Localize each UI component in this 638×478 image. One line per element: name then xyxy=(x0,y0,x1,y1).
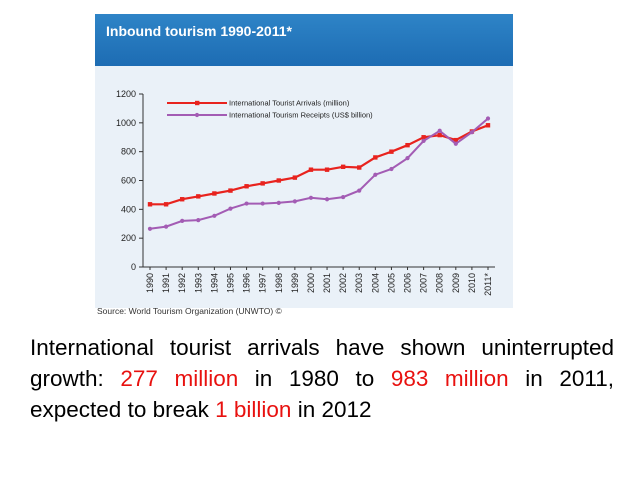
y-tick-label: 600 xyxy=(121,176,136,186)
arrivals-point xyxy=(421,135,426,140)
receipts-point xyxy=(485,116,491,121)
x-tick-label: 2005 xyxy=(386,273,396,293)
receipts-point xyxy=(308,195,314,200)
x-tick-label: 2000 xyxy=(306,273,316,293)
receipts-point xyxy=(389,166,394,172)
x-tick-label: 2004 xyxy=(370,273,380,293)
receipts-point xyxy=(421,138,426,143)
x-tick-label: 1993 xyxy=(193,273,203,293)
receipts-point xyxy=(212,213,217,218)
caption-part-4: in 2012 xyxy=(291,397,372,422)
x-tick-label: 2002 xyxy=(338,273,348,293)
arrivals-point xyxy=(357,165,362,170)
receipts-point xyxy=(244,201,249,206)
receipts-point xyxy=(147,226,153,231)
y-tick-label: 800 xyxy=(121,147,136,157)
arrivals-point xyxy=(196,194,201,199)
caption-part-3: in 2011, expected to break xyxy=(30,366,614,422)
x-tick-label: 2007 xyxy=(419,273,429,293)
receipts-point xyxy=(357,188,362,193)
arrivals-point xyxy=(163,202,169,207)
receipts-point xyxy=(437,128,442,133)
legend-marker xyxy=(195,100,200,106)
arrivals-point xyxy=(308,167,314,172)
y-tick-label: 0 xyxy=(131,262,136,272)
legend-label-arrivals: International Tourist Arrivals (million) xyxy=(229,99,350,108)
arrivals-point xyxy=(179,197,185,202)
arrivals-point xyxy=(324,167,330,172)
receipts-point xyxy=(341,194,346,200)
receipts-point xyxy=(453,141,458,146)
receipts-point xyxy=(228,206,233,211)
chart-title: Inbound tourism 1990-2011* xyxy=(106,23,292,39)
source-note: Source: World Tourism Organization (UNWT… xyxy=(97,306,282,316)
highlight-277-million: 277 million xyxy=(120,366,239,391)
x-tick-label: 2011* xyxy=(483,273,493,296)
receipts-point xyxy=(292,199,297,204)
receipts-point xyxy=(163,224,169,229)
x-tick-label: 2003 xyxy=(354,273,364,293)
caption-part-1: International tourist arrivals have show… xyxy=(30,335,614,391)
arrivals-point xyxy=(276,178,281,183)
x-tick-label: 1996 xyxy=(242,273,252,293)
series-line-arrivals xyxy=(150,124,489,206)
x-tick-label: 1994 xyxy=(209,273,219,293)
receipts-point xyxy=(373,172,378,177)
arrivals-point xyxy=(373,155,378,160)
x-tick-label: 2009 xyxy=(451,273,461,293)
arrivals-point xyxy=(147,202,153,207)
x-tick-label: 1991 xyxy=(161,273,171,293)
receipts-point xyxy=(276,200,281,205)
y-tick-label: 400 xyxy=(121,204,136,214)
x-tick-label: 2001 xyxy=(322,273,332,293)
arrivals-point xyxy=(340,164,346,170)
y-tick-label: 200 xyxy=(121,233,136,243)
arrivals-point xyxy=(405,142,410,148)
x-tick-label: 1990 xyxy=(145,273,155,293)
y-tick-label: 1000 xyxy=(116,118,136,128)
receipts-point xyxy=(260,201,265,206)
arrivals-point xyxy=(212,191,217,196)
highlight-983-million: 983 million xyxy=(390,366,509,391)
arrivals-point xyxy=(485,123,491,128)
receipts-point xyxy=(324,197,330,202)
x-tick-label: 2010 xyxy=(467,273,477,293)
arrivals-point xyxy=(244,184,249,189)
arrivals-point xyxy=(260,181,265,186)
receipts-point xyxy=(180,218,185,223)
caption-part-2: in 1980 to xyxy=(238,366,391,391)
arrivals-point xyxy=(437,132,442,138)
receipts-point xyxy=(196,218,201,223)
legend-label-receipts: International Tourism Receipts (US$ bill… xyxy=(229,111,373,120)
x-tick-label: 1992 xyxy=(177,273,187,293)
receipts-point xyxy=(469,130,475,135)
arrivals-point xyxy=(389,149,394,154)
x-tick-label: 1999 xyxy=(290,273,300,293)
arrivals-point xyxy=(228,188,233,193)
legend-marker xyxy=(194,112,200,118)
receipts-point xyxy=(405,156,410,161)
arrivals-point xyxy=(292,175,298,180)
caption-text: International tourist arrivals have show… xyxy=(30,332,614,425)
y-tick-label: 1200 xyxy=(116,89,136,99)
chart-figure: Inbound tourism 1990-2011* 0 200 400 600 800… xyxy=(95,14,513,319)
arrivals-point xyxy=(453,137,459,143)
highlight-1-billion: 1 billion xyxy=(215,397,292,422)
x-tick-label: 1997 xyxy=(258,273,268,293)
x-tick-label: 2006 xyxy=(403,273,413,293)
line-chart: 0 200 400 600 800 1000 1200 1990 1991 1992 1993 199… xyxy=(116,89,495,296)
x-tick-label: 2008 xyxy=(435,273,445,293)
chart-header: Inbound tourism 1990-2011* xyxy=(95,14,513,66)
plot-panel: 0 200 400 600 800 1000 1200 1990 1991 1992 1993 199… xyxy=(95,66,513,308)
series-line-receipts xyxy=(149,117,489,230)
x-tick-label: 1998 xyxy=(274,273,284,293)
x-tick-label: 1995 xyxy=(225,273,235,293)
